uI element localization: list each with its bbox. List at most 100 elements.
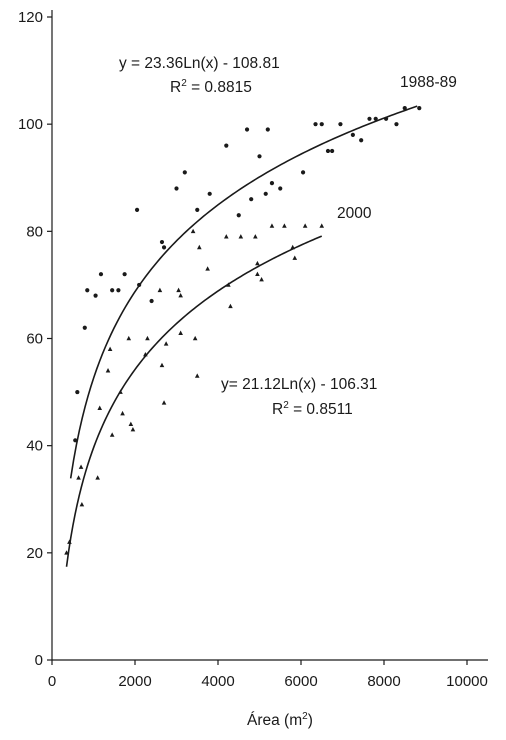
point-1988-89 bbox=[300, 170, 306, 175]
r2-value: = 0.8815 bbox=[187, 79, 252, 96]
fit-equation-2000: y= 21.12Ln(x) - 106.31 bbox=[221, 376, 377, 393]
point-1988-89 bbox=[319, 122, 324, 127]
point-2000 bbox=[120, 410, 125, 416]
point-2000 bbox=[157, 287, 163, 293]
point-1988-89 bbox=[195, 207, 200, 212]
fit-equation-1988-89: y = 23.36Ln(x) - 108.81 bbox=[119, 55, 280, 72]
point-1988-89 bbox=[402, 105, 407, 111]
point-1988-89 bbox=[149, 298, 154, 304]
axis-ticks: 0 20 40 60 80 100 120 0 2000 4000 6000 8000 10000 bbox=[18, 9, 488, 690]
fit-r2-2000: R2 = 0.8511 bbox=[272, 400, 353, 418]
point-2000 bbox=[126, 335, 132, 341]
point-2000 bbox=[109, 432, 115, 437]
x-tick-label: 4000 bbox=[201, 673, 234, 690]
x-axis-label-superscript: 2 bbox=[302, 711, 308, 722]
y-tick-label: 60 bbox=[26, 331, 43, 348]
point-1988-89 bbox=[85, 288, 90, 293]
point-1988-89 bbox=[244, 127, 250, 132]
point-2000 bbox=[269, 223, 275, 228]
point-2000 bbox=[194, 373, 200, 378]
point-1988-89 bbox=[174, 186, 179, 191]
point-1988-89 bbox=[359, 138, 364, 143]
point-2000 bbox=[238, 234, 244, 239]
point-1988-89 bbox=[383, 116, 389, 121]
point-1988-89 bbox=[82, 325, 87, 330]
x-tick-label: 0 bbox=[48, 673, 56, 690]
y-tick-label: 100 bbox=[18, 116, 43, 133]
point-2000 bbox=[95, 475, 100, 480]
point-2000 bbox=[255, 260, 260, 266]
x-axis-label-close: ) bbox=[308, 712, 313, 729]
point-2000 bbox=[319, 223, 325, 228]
r2-prefix: R bbox=[170, 79, 181, 96]
x-tick-label: 6000 bbox=[284, 673, 317, 690]
x-axis-label-main: Área (m bbox=[247, 712, 302, 729]
point-1988-89 bbox=[161, 245, 167, 250]
r2-superscript: 2 bbox=[181, 78, 187, 89]
r2-superscript: 2 bbox=[283, 400, 289, 411]
fit-curves bbox=[65, 105, 418, 567]
point-2000 bbox=[128, 421, 134, 427]
point-2000 bbox=[228, 303, 233, 309]
point-2000 bbox=[78, 464, 84, 469]
point-2000 bbox=[161, 400, 167, 405]
point-2000 bbox=[190, 228, 196, 234]
point-1988-89 bbox=[207, 191, 212, 196]
point-2000 bbox=[76, 475, 81, 480]
point-2000 bbox=[118, 389, 123, 394]
x-tick-label: 8000 bbox=[367, 673, 400, 690]
point-2000 bbox=[290, 244, 295, 250]
point-1988-89 bbox=[278, 186, 283, 191]
point-1988-89 bbox=[350, 132, 355, 137]
series-label-2000: 2000 bbox=[337, 205, 372, 222]
point-2000 bbox=[197, 244, 202, 250]
point-2000 bbox=[143, 351, 148, 357]
point-2000 bbox=[253, 234, 258, 239]
y-tick-label: 40 bbox=[26, 438, 43, 455]
point-1988-89 bbox=[110, 288, 115, 293]
point-1988-89 bbox=[394, 122, 399, 127]
x-tick-label: 10000 bbox=[446, 673, 488, 690]
series-label-1988-89: 1988-89 bbox=[400, 74, 457, 91]
point-2000 bbox=[163, 341, 169, 346]
point-2000 bbox=[130, 426, 136, 432]
data-points bbox=[64, 105, 422, 555]
point-1988-89 bbox=[263, 191, 268, 196]
point-1988-89 bbox=[257, 154, 262, 159]
point-1988-89 bbox=[338, 122, 343, 127]
point-2000 bbox=[178, 293, 183, 298]
point-1988-89 bbox=[122, 272, 127, 277]
point-1988-89 bbox=[269, 181, 275, 186]
point-2000 bbox=[224, 234, 229, 239]
y-tick-label: 20 bbox=[26, 545, 43, 562]
point-1988-89 bbox=[373, 116, 378, 121]
point-2000 bbox=[259, 276, 264, 282]
point-1988-89 bbox=[75, 389, 80, 395]
point-2000 bbox=[176, 287, 181, 293]
point-1988-89 bbox=[330, 148, 335, 154]
point-2000 bbox=[302, 223, 308, 228]
point-2000 bbox=[282, 223, 287, 228]
point-2000 bbox=[205, 266, 210, 271]
point-1988-89 bbox=[325, 148, 331, 154]
point-1988-89 bbox=[134, 207, 140, 212]
fit-curve-2000 bbox=[65, 235, 323, 567]
point-1988-89 bbox=[265, 127, 270, 132]
r2-value: = 0.8511 bbox=[289, 401, 353, 418]
point-1988-89 bbox=[417, 105, 422, 111]
point-2000 bbox=[107, 346, 113, 352]
point-2000 bbox=[159, 362, 165, 368]
point-1988-89 bbox=[93, 293, 98, 298]
x-tick-label: 2000 bbox=[118, 673, 151, 690]
point-1988-89 bbox=[98, 272, 104, 277]
point-1988-89 bbox=[224, 143, 229, 148]
point-1988-89 bbox=[159, 239, 165, 245]
point-1988-89 bbox=[137, 282, 142, 288]
point-1988-89 bbox=[236, 213, 241, 218]
y-tick-label: 0 bbox=[35, 652, 43, 669]
point-2000 bbox=[64, 550, 69, 555]
point-2000 bbox=[178, 330, 183, 335]
point-2000 bbox=[79, 502, 85, 507]
r2-prefix: R bbox=[272, 401, 283, 418]
